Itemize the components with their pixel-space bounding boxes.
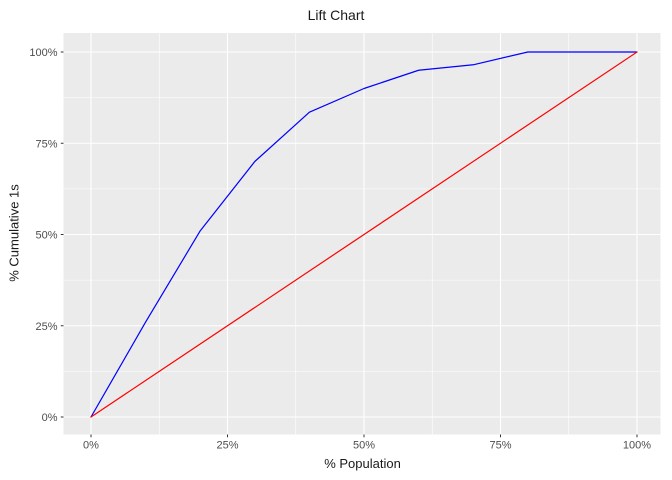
plot-panel	[63, 33, 661, 435]
y-tick-label: 75%	[35, 138, 57, 150]
y-tick-label: 100%	[29, 47, 57, 59]
x-axis-title: % Population	[324, 456, 401, 471]
x-tick-label: 50%	[353, 440, 375, 452]
x-tick-label: 75%	[489, 440, 511, 452]
series-cumulative-lift	[90, 51, 638, 418]
y-axis-title: % Cumulative 1s	[6, 184, 22, 282]
series-baseline	[90, 51, 638, 418]
x-tick-label: 25%	[216, 440, 238, 452]
x-tick-label: 100%	[623, 440, 651, 452]
y-tick-label: 0%	[42, 412, 58, 424]
chart-title: Lift Chart	[307, 7, 365, 23]
x-tick-label: 0%	[83, 440, 99, 452]
y-tick-label: 25%	[35, 321, 57, 333]
y-tick-label: 50%	[35, 230, 57, 242]
